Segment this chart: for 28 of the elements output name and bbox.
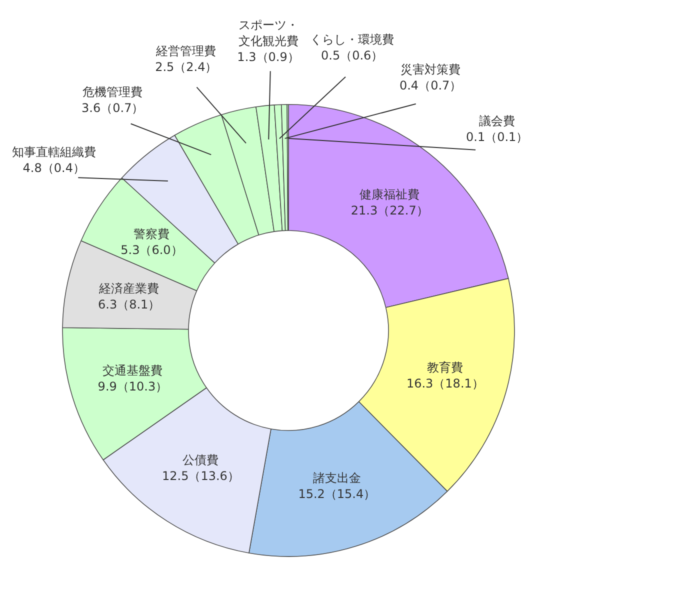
data-label: 0.4（0.7） [399,78,462,93]
data-label: 6.3（8.1） [98,297,160,312]
slice-label: くらし・環境費 [310,32,394,47]
data-label: 5.3（6.0） [120,242,183,257]
slice-label: 公債費 [182,452,219,467]
slice-label: 経済産業費 [98,281,160,296]
slice-label: 諸支出金 [312,471,361,486]
slice-label: スポーツ・文化観光費 [238,18,298,48]
slice-label: 交通基盤費 [102,363,163,378]
data-label: 21.3（22.7） [350,204,428,218]
data-label: 0.5（0.6） [321,48,384,63]
slice-label: 健康福祉費 [360,188,420,202]
data-label: 16.3（18.1） [406,376,484,390]
data-label: 2.5（2.4） [155,60,218,74]
slice-label: 災害対策費 [400,62,461,77]
data-label: 1.3（0.9） [237,50,300,64]
data-label: 0.1（0.1） [466,130,528,144]
data-label: 3.6（0.7） [82,100,144,115]
slice-label: 議会費 [479,114,516,128]
data-label: 9.9（10.3） [98,379,168,394]
slice-label: 警察費 [134,226,170,241]
slice-label: 経営管理費 [155,44,216,58]
slice-label: 知事直轄組織費 [12,145,96,160]
data-label: 12.5（13.6） [162,468,240,483]
data-label: 15.2（15.4） [298,487,376,502]
slice-label: 教育費 [427,360,464,374]
data-label: 4.8（0.4） [22,161,85,176]
slice-label: 危機管理費 [82,84,143,99]
